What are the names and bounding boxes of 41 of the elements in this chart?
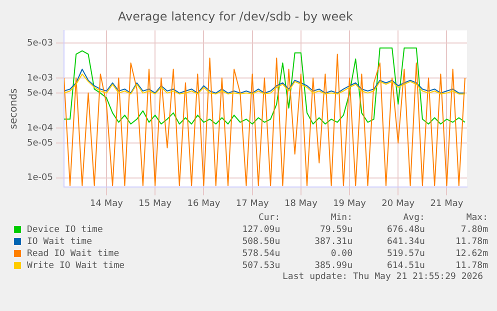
y-axis-title: seconds [8, 88, 20, 130]
text: 12.62m [454, 248, 489, 260]
text: 507.53u [241, 260, 282, 272]
text: 676.48u [386, 224, 426, 236]
x-tick-label: 14 May [90, 198, 124, 209]
text: Min: [330, 212, 354, 224]
text: Max: [465, 212, 489, 224]
chart-title: Average latency for /dev/sdb - by week [118, 9, 354, 24]
text: Last update: Thu May 21 21:55:29 2026 [282, 272, 483, 282]
text: 11.78m [454, 236, 489, 248]
text: 641.34u [386, 236, 426, 248]
y-tick-label: 1e-04 [26, 123, 54, 134]
text: 578.54u [241, 248, 282, 260]
y-tick-label: 5e-05 [26, 138, 53, 148]
legend-label: Write IO Wait time [26, 260, 126, 272]
legend-label: Read IO Wait time [26, 248, 120, 260]
text: 127.09u [241, 224, 282, 236]
text: 0.00 [330, 248, 354, 260]
y-tick-label: 5e-04 [26, 88, 54, 98]
x-tick-label: 21 May [430, 198, 464, 209]
text: 508.50u [241, 236, 282, 248]
y-tick-label: 1e-03 [26, 73, 53, 84]
x-tick-label: 20 May [382, 198, 416, 209]
text: 614.51u [386, 260, 426, 272]
text: 79.59u [319, 224, 354, 236]
text: Cur: [257, 212, 282, 224]
legend-label: IO Wait time [26, 236, 94, 248]
x-tick-label: 19 May [333, 198, 367, 209]
text: 387.31u [314, 236, 354, 248]
x-tick-label: 18 May [284, 198, 318, 209]
y-tick-label: 1e-05 [26, 173, 53, 184]
x-tick-label: 15 May [138, 198, 172, 209]
text: 11.78m [454, 260, 489, 272]
legend-label: Device IO time [26, 224, 104, 236]
x-tick-label: 17 May [236, 198, 270, 209]
x-tick-label: 16 May [187, 198, 221, 209]
text: 7.80m [460, 224, 489, 236]
text: Avg: [402, 212, 426, 224]
text: 385.99u [314, 260, 354, 272]
text: 519.57u [386, 248, 426, 260]
y-tick-label: 5e-03 [26, 38, 53, 48]
